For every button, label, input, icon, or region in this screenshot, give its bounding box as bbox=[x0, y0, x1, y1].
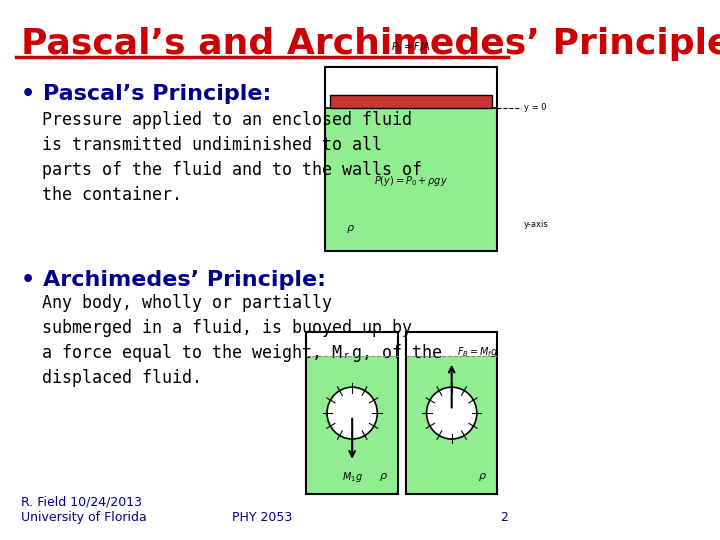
Text: $P_0 = F/A$: $P_0 = F/A$ bbox=[392, 40, 431, 54]
Text: $P(y) = P_0 + \rho g y$: $P(y) = P_0 + \rho g y$ bbox=[374, 174, 448, 188]
Text: • Archimedes’ Principle:: • Archimedes’ Principle: bbox=[21, 270, 326, 290]
Text: Any body, wholly or partially
submerged in a fluid, is buoyed up by
a force equa: Any body, wholly or partially submerged … bbox=[42, 294, 442, 387]
Text: Pascal’s and Archimedes’ Principles: Pascal’s and Archimedes’ Principles bbox=[21, 27, 720, 61]
Bar bbox=[406, 332, 498, 494]
Text: • Pascal’s Principle:: • Pascal’s Principle: bbox=[21, 84, 271, 104]
Text: Pressure applied to an enclosed fluid
is transmitted undiminished to all
parts o: Pressure applied to an enclosed fluid is… bbox=[42, 111, 422, 204]
Bar bbox=[406, 356, 498, 494]
Bar bbox=[306, 356, 398, 494]
Text: PHY 2053: PHY 2053 bbox=[232, 511, 292, 524]
Text: 2: 2 bbox=[500, 511, 508, 524]
Text: y-axis: y-axis bbox=[523, 220, 549, 230]
Text: $\rho$: $\rho$ bbox=[379, 471, 387, 483]
Text: $F_B = M_fg$: $F_B = M_fg$ bbox=[457, 345, 498, 359]
Bar bbox=[325, 108, 498, 251]
Bar bbox=[330, 95, 492, 108]
Bar bbox=[325, 68, 498, 251]
Text: $\rho$: $\rho$ bbox=[346, 223, 354, 235]
Text: y = 0: y = 0 bbox=[523, 103, 546, 112]
Text: $\rho$: $\rho$ bbox=[478, 471, 487, 483]
Circle shape bbox=[327, 387, 377, 439]
Text: $M_1g$: $M_1g$ bbox=[342, 470, 363, 484]
Bar bbox=[306, 332, 398, 494]
Circle shape bbox=[426, 387, 477, 439]
Text: R. Field 10/24/2013
University of Florida: R. Field 10/24/2013 University of Florid… bbox=[21, 496, 147, 524]
